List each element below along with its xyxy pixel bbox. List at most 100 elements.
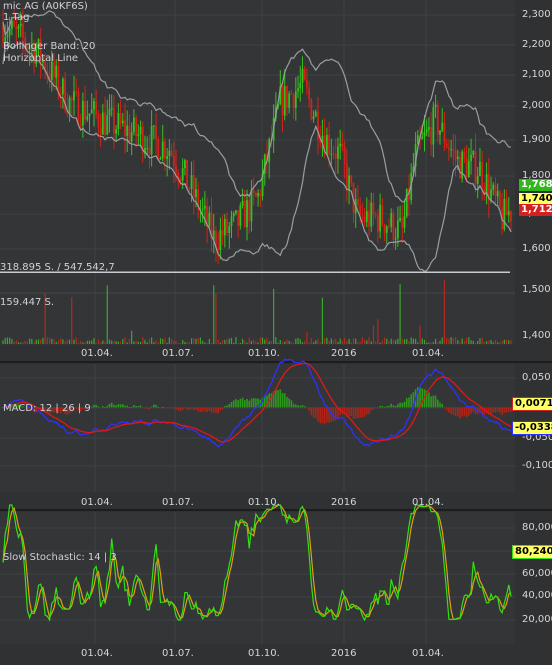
macd-histogram-bar bbox=[115, 405, 117, 408]
volume-bar bbox=[346, 340, 348, 344]
macd-histogram-bar bbox=[130, 406, 133, 408]
volume-bar bbox=[286, 339, 288, 344]
macd-histogram-bar bbox=[337, 407, 339, 418]
candle-body bbox=[334, 153, 337, 159]
macd-histogram-bar bbox=[190, 407, 193, 409]
candle-body bbox=[117, 112, 120, 130]
macd-histogram-bar bbox=[317, 407, 319, 422]
candle-body bbox=[383, 224, 386, 233]
macd-signal-badge: -0,0338 bbox=[512, 421, 552, 435]
volume-bar bbox=[126, 342, 128, 344]
candle-body bbox=[474, 151, 477, 184]
macd-histogram-bar bbox=[419, 387, 421, 408]
candle-body bbox=[392, 213, 395, 240]
candle-body bbox=[124, 120, 126, 136]
candle-body bbox=[88, 113, 91, 117]
macd-histogram-bar bbox=[99, 407, 102, 409]
volume-bar bbox=[48, 337, 51, 344]
macd-histogram-bar bbox=[117, 404, 120, 408]
macd-histogram-bar bbox=[144, 407, 146, 409]
volume-bar bbox=[505, 339, 508, 344]
volume-bar bbox=[339, 338, 341, 344]
macd-histogram-bar bbox=[204, 407, 206, 411]
volume-bar bbox=[370, 341, 372, 344]
macd-histogram-bar bbox=[70, 407, 73, 413]
volume-bar bbox=[408, 341, 410, 344]
candle-body bbox=[250, 189, 253, 222]
candle-body bbox=[319, 139, 322, 143]
macd-histogram-bar bbox=[470, 407, 472, 414]
candle-body bbox=[208, 212, 211, 227]
candle-body bbox=[510, 211, 512, 222]
macd-histogram-bar bbox=[383, 406, 386, 408]
stoch-y-tick: 60,000 bbox=[522, 568, 552, 579]
macd-histogram-bar bbox=[181, 407, 184, 410]
macd-histogram-bar bbox=[215, 407, 217, 414]
candle-body bbox=[485, 174, 488, 194]
candle-body bbox=[456, 156, 459, 160]
volume-bar bbox=[474, 342, 477, 344]
candle-body bbox=[44, 59, 47, 72]
candle-body bbox=[157, 138, 160, 160]
volume-bar bbox=[177, 342, 179, 344]
volume-bar bbox=[383, 337, 386, 344]
candle-body bbox=[139, 126, 142, 135]
candle-body bbox=[399, 217, 401, 221]
volume-bar bbox=[75, 337, 77, 344]
volume-bar bbox=[304, 340, 306, 344]
price-y-tick: 1,600 bbox=[522, 243, 551, 254]
macd-histogram-bar bbox=[77, 407, 80, 411]
candle-body bbox=[203, 205, 206, 209]
macd-histogram-bar bbox=[59, 407, 62, 414]
volume-bar bbox=[306, 331, 308, 344]
candle-body bbox=[479, 161, 481, 177]
candle-body bbox=[61, 78, 64, 95]
macd-histogram-bar bbox=[379, 405, 381, 408]
candle-body bbox=[472, 151, 475, 155]
macd-histogram-bar bbox=[366, 407, 368, 415]
macd-histogram-bar bbox=[505, 407, 508, 413]
candle-body bbox=[467, 161, 470, 178]
macd-histogram-bar bbox=[297, 405, 299, 408]
volume-bar bbox=[166, 342, 168, 344]
macd-histogram-bar bbox=[232, 400, 235, 408]
volume-bar bbox=[299, 339, 301, 344]
candle-body bbox=[312, 116, 315, 120]
macd-histogram-bar bbox=[33, 407, 35, 413]
price-x-tick: 2016 bbox=[331, 348, 357, 359]
macd-histogram-bar bbox=[2, 407, 4, 409]
volume-bar bbox=[497, 342, 499, 344]
candle-body bbox=[53, 61, 55, 78]
volume-bar bbox=[419, 325, 421, 344]
macd-histogram-bar bbox=[113, 404, 115, 408]
candle-body bbox=[219, 230, 222, 251]
volume-bar bbox=[266, 337, 268, 344]
macd-histogram-bar bbox=[436, 399, 439, 408]
candle-body bbox=[452, 149, 455, 151]
macd-histogram-bar bbox=[173, 407, 175, 409]
volume-bar bbox=[434, 338, 437, 344]
volume-bar bbox=[35, 339, 37, 344]
macd-histogram-bar bbox=[405, 398, 408, 408]
candle-body bbox=[252, 189, 255, 193]
volume-bar bbox=[490, 339, 492, 344]
macd-histogram-bar bbox=[359, 407, 361, 418]
macd-histogram-bar bbox=[157, 407, 160, 408]
volume-bar bbox=[84, 342, 86, 344]
volume-bar bbox=[301, 342, 304, 344]
macd-histogram-bar bbox=[421, 388, 424, 408]
volume-bar bbox=[175, 340, 177, 344]
volume-bar bbox=[157, 342, 159, 344]
volume-bar bbox=[312, 342, 315, 344]
volume-bar bbox=[321, 297, 324, 344]
candle-body bbox=[106, 115, 109, 135]
candle-body bbox=[396, 220, 399, 239]
price-y-tick: 2,000 bbox=[522, 100, 551, 111]
volume-bar bbox=[86, 340, 88, 344]
volume-bar bbox=[228, 338, 230, 344]
macd-histogram-bar bbox=[450, 407, 452, 414]
candle-body bbox=[232, 213, 235, 217]
candle-body bbox=[13, 20, 15, 27]
candle-body bbox=[408, 189, 410, 201]
